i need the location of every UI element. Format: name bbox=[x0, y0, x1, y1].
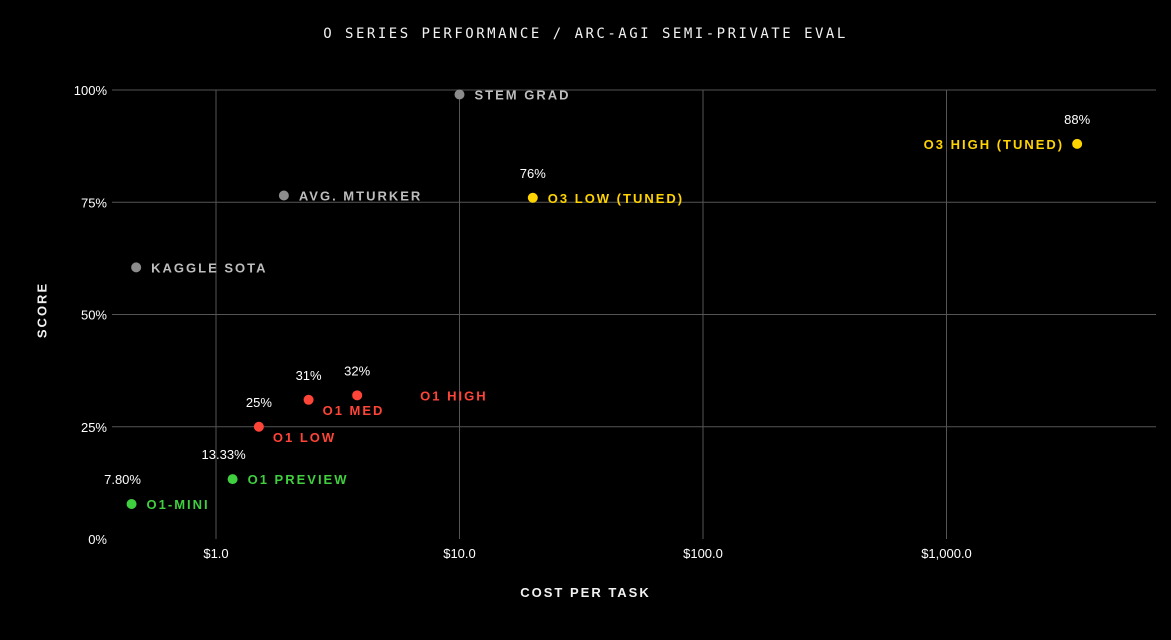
y-tick-label: 25% bbox=[81, 420, 107, 435]
data-point bbox=[303, 394, 314, 405]
y-tick-label: 100% bbox=[74, 83, 108, 98]
value-label: 32% bbox=[344, 363, 370, 378]
y-tick-label: 0% bbox=[88, 532, 107, 547]
y-tick-label: 75% bbox=[81, 195, 107, 210]
value-label: 31% bbox=[296, 368, 322, 383]
grid-lines bbox=[112, 89, 1156, 539]
tick-labels: 0% 25% 50% 75% 100% $1.0 $10.0 $100.0 $1,000.0 bbox=[74, 83, 972, 561]
point-label: O1 PREVIEW bbox=[248, 472, 349, 487]
value-label: 13.33% bbox=[202, 447, 247, 462]
point-label: KAGGLE SOTA bbox=[151, 260, 267, 275]
data-points bbox=[126, 89, 1083, 509]
point-label: O3 LOW (TUNED) bbox=[548, 191, 684, 206]
data-point bbox=[352, 390, 363, 401]
data-point bbox=[278, 190, 289, 201]
y-tick-label: 50% bbox=[81, 308, 107, 323]
x-tick-label: $1.0 bbox=[203, 546, 228, 561]
x-tick-label: $10.0 bbox=[443, 546, 476, 561]
x-tick-label: $100.0 bbox=[683, 546, 723, 561]
point-label: O1 LOW bbox=[273, 430, 336, 445]
point-label: O1 HIGH bbox=[420, 388, 487, 403]
x-axis-label: COST PER TASK bbox=[520, 585, 651, 600]
point-label: O3 HIGH (TUNED) bbox=[924, 137, 1065, 152]
value-label: 76% bbox=[520, 166, 546, 181]
x-tick-label: $1,000.0 bbox=[921, 546, 972, 561]
value-label: 7.80% bbox=[104, 472, 141, 487]
data-point bbox=[126, 498, 137, 509]
y-axis-label: SCORE bbox=[34, 281, 50, 339]
point-label: O1-MINI bbox=[147, 497, 210, 512]
data-point bbox=[454, 89, 465, 100]
data-point bbox=[527, 192, 538, 203]
data-point bbox=[253, 421, 264, 432]
point-label: O1 MED bbox=[323, 403, 385, 418]
chart-title: O SERIES PERFORMANCE / ARC-AGI SEMI-PRIV… bbox=[323, 26, 848, 42]
value-label: 88% bbox=[1064, 112, 1090, 127]
point-labels: STEM GRAD AVG. MTURKER KAGGLE SOTA O3 HIGH … bbox=[104, 87, 1090, 511]
data-point bbox=[227, 474, 238, 485]
data-point bbox=[1072, 138, 1083, 149]
point-label: STEM GRAD bbox=[475, 87, 571, 102]
data-point bbox=[131, 262, 142, 273]
value-label: 25% bbox=[246, 395, 272, 410]
point-label: AVG. MTURKER bbox=[299, 189, 422, 204]
